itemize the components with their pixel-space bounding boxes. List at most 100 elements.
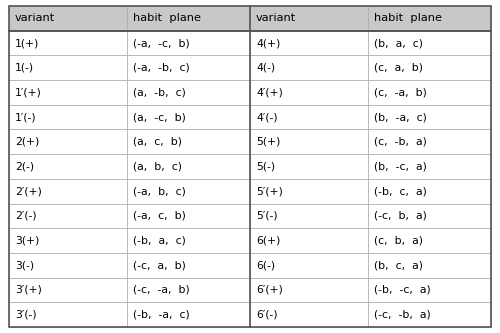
Text: (-a,  c,  b): (-a, c, b) — [133, 211, 186, 221]
Text: variant: variant — [256, 13, 296, 23]
Text: 4(+): 4(+) — [256, 38, 280, 48]
Text: 2′(-): 2′(-) — [15, 211, 36, 221]
Text: (c,  -b,  a): (c, -b, a) — [374, 137, 427, 147]
Text: 1(+): 1(+) — [15, 38, 40, 48]
Bar — [368, 105, 491, 130]
Text: (b,  -c,  a): (b, -c, a) — [374, 162, 427, 171]
Bar — [9, 31, 127, 55]
Bar — [368, 31, 491, 55]
Bar — [127, 105, 250, 130]
Bar — [368, 179, 491, 203]
Text: 6(-): 6(-) — [256, 260, 275, 270]
Text: (-c,  -b,  a): (-c, -b, a) — [374, 310, 431, 320]
Bar — [250, 80, 368, 105]
Text: 5′(-): 5′(-) — [256, 211, 278, 221]
Text: 5(-): 5(-) — [256, 162, 275, 171]
Text: (-b,  a,  c): (-b, a, c) — [133, 235, 186, 245]
Text: (-b,  c,  a): (-b, c, a) — [374, 186, 427, 196]
Bar — [127, 278, 250, 302]
Text: (b,  a,  c): (b, a, c) — [374, 38, 423, 48]
Bar — [368, 228, 491, 253]
Text: (b,  -a,  c): (b, -a, c) — [374, 112, 427, 122]
Bar — [127, 179, 250, 203]
Text: 2′(+): 2′(+) — [15, 186, 42, 196]
Bar — [127, 80, 250, 105]
Text: (a,  -b,  c): (a, -b, c) — [133, 88, 186, 98]
Bar — [9, 253, 127, 278]
Bar — [368, 80, 491, 105]
Bar — [9, 179, 127, 203]
Text: (-b,  -a,  c): (-b, -a, c) — [133, 310, 190, 320]
Text: 2(-): 2(-) — [15, 162, 34, 171]
Text: 6′(+): 6′(+) — [256, 285, 283, 295]
Bar — [250, 253, 368, 278]
Bar — [9, 302, 127, 327]
Text: 3′(+): 3′(+) — [15, 285, 42, 295]
Bar — [250, 55, 368, 80]
Text: (b,  c,  a): (b, c, a) — [374, 260, 423, 270]
Bar — [127, 31, 250, 55]
Text: 3′(-): 3′(-) — [15, 310, 36, 320]
Bar — [9, 80, 127, 105]
Text: (c,  b,  a): (c, b, a) — [374, 235, 423, 245]
Bar — [250, 6, 368, 31]
Text: (-a,  b,  c): (-a, b, c) — [133, 186, 186, 196]
Text: (a,  -c,  b): (a, -c, b) — [133, 112, 186, 122]
Bar — [9, 55, 127, 80]
Text: (a,  c,  b): (a, c, b) — [133, 137, 182, 147]
Text: 5′(+): 5′(+) — [256, 186, 283, 196]
Bar — [127, 203, 250, 228]
Text: 4′(-): 4′(-) — [256, 112, 278, 122]
Bar — [368, 253, 491, 278]
Bar — [9, 278, 127, 302]
Text: 4′(+): 4′(+) — [256, 88, 283, 98]
Text: (a,  b,  c): (a, b, c) — [133, 162, 182, 171]
Bar — [368, 302, 491, 327]
Text: 6′(-): 6′(-) — [256, 310, 278, 320]
Bar — [127, 302, 250, 327]
Bar — [127, 228, 250, 253]
Bar — [250, 105, 368, 130]
Text: (-a,  -b,  c): (-a, -b, c) — [133, 63, 190, 73]
Bar — [250, 31, 368, 55]
Bar — [127, 6, 250, 31]
Text: variant: variant — [15, 13, 55, 23]
Bar — [368, 278, 491, 302]
Bar — [250, 154, 368, 179]
Bar — [250, 203, 368, 228]
Text: (-a,  -c,  b): (-a, -c, b) — [133, 38, 190, 48]
Text: (-c,  a,  b): (-c, a, b) — [133, 260, 186, 270]
Bar — [9, 228, 127, 253]
Text: 3(+): 3(+) — [15, 235, 40, 245]
Text: habit  plane: habit plane — [374, 13, 442, 23]
Bar — [368, 55, 491, 80]
Bar — [127, 55, 250, 80]
Text: (c,  a,  b): (c, a, b) — [374, 63, 423, 73]
Bar — [250, 179, 368, 203]
Bar — [9, 203, 127, 228]
Bar — [9, 130, 127, 154]
Text: 4(-): 4(-) — [256, 63, 275, 73]
Bar — [368, 203, 491, 228]
Text: 6(+): 6(+) — [256, 235, 280, 245]
Text: 1(-): 1(-) — [15, 63, 34, 73]
Bar — [368, 130, 491, 154]
Text: habit  plane: habit plane — [133, 13, 201, 23]
Text: 5(+): 5(+) — [256, 137, 280, 147]
Bar — [127, 130, 250, 154]
Bar — [250, 302, 368, 327]
Text: (-c,  b,  a): (-c, b, a) — [374, 211, 427, 221]
Text: 1′(-): 1′(-) — [15, 112, 36, 122]
Text: 2(+): 2(+) — [15, 137, 40, 147]
Text: (-b,  -c,  a): (-b, -c, a) — [374, 285, 431, 295]
Bar — [368, 154, 491, 179]
Bar — [250, 228, 368, 253]
Bar — [250, 278, 368, 302]
Bar — [127, 253, 250, 278]
Text: 3(-): 3(-) — [15, 260, 34, 270]
Text: 1′(+): 1′(+) — [15, 88, 42, 98]
Bar — [9, 6, 127, 31]
Text: (c,  -a,  b): (c, -a, b) — [374, 88, 427, 98]
Bar — [250, 130, 368, 154]
Bar — [368, 6, 491, 31]
